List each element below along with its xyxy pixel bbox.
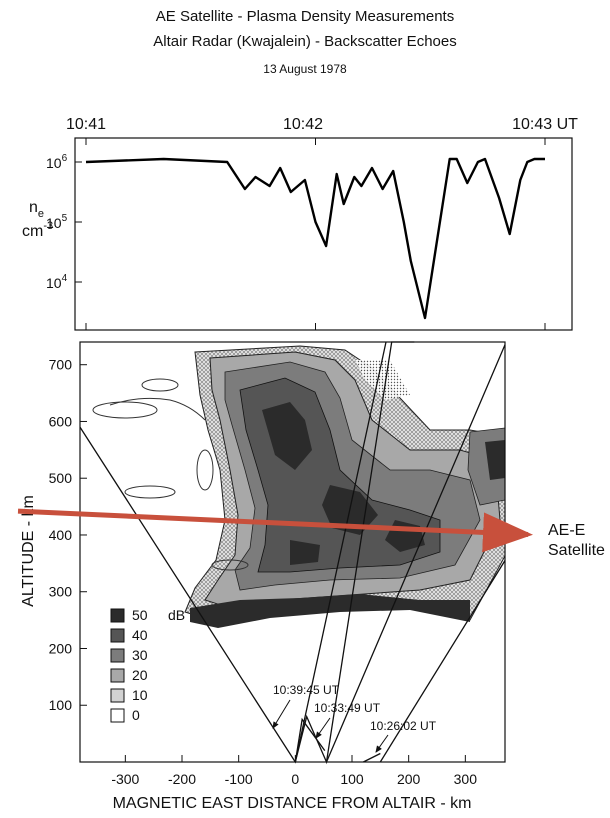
legend-swatch [110, 668, 125, 683]
legend-label: 0 [132, 707, 140, 723]
echo-lower-edge [190, 594, 470, 628]
radar-scan-line [294, 717, 326, 763]
density-tick-marks [75, 138, 546, 330]
radar-y-tick-label: 400 [49, 527, 73, 543]
echo-contour-50db [290, 540, 320, 565]
time-tick-labels: 10:41 10:42 10:43 UT [66, 116, 578, 133]
radar-x-tick-label: 100 [340, 771, 364, 787]
chart-subtitle: Altair Radar (Kwajalein) - Backscatter E… [153, 33, 457, 50]
chart-date: 13 August 1978 [263, 62, 347, 76]
density-y-label: ne cm-3 [22, 199, 53, 240]
legend-label: 40 [132, 627, 148, 643]
scan-label-102602: 10:26:02 UT [370, 719, 437, 733]
ylabel-n: n [29, 199, 38, 216]
satellite-label-line1: AE-E [548, 522, 585, 539]
echo-faint-contours [92, 378, 249, 571]
density-y-tick-label: 106 [46, 153, 68, 171]
radar-y-tick-label: 300 [49, 584, 73, 600]
legend-swatch [110, 628, 125, 643]
legend-label: 50 [132, 607, 148, 623]
echo-contour-right-core [485, 440, 505, 480]
scan-label-103349: 10:33:49 UT [314, 701, 381, 715]
legend-swatch [110, 648, 125, 663]
legend-label: 30 [132, 647, 148, 663]
density-panel: 10:41 10:42 10:43 UT 106 105 104 ne cm-3 [22, 116, 578, 331]
legend-label: 10 [132, 687, 148, 703]
legend-swatch [110, 608, 125, 623]
legend-unit: dB [168, 607, 185, 623]
satellite-track-arrow [17, 508, 533, 553]
scan-label-103945: 10:39:45 UT [273, 683, 340, 697]
radar-scan-line [363, 752, 381, 763]
radar-y-tick-label: 100 [49, 697, 73, 713]
radar-tick-marks [80, 364, 466, 762]
radar-y-tick-label: 600 [49, 413, 73, 429]
radar-x-tick-labels: -300 -200 -100 0 100 200 300 [111, 771, 477, 787]
legend-label: 20 [132, 667, 148, 683]
legend-swatch [110, 708, 125, 723]
radar-scan-line [325, 344, 506, 763]
radar-x-tick-label: -100 [225, 771, 253, 787]
radar-x-tick-label: 300 [454, 771, 478, 787]
radar-scan-lines [79, 341, 506, 765]
radar-x-tick-label: -300 [111, 771, 139, 787]
radar-y-tick-label: 200 [49, 640, 73, 656]
time-tick-label: 10:43 UT [512, 116, 578, 133]
radar-y-tick-labels: 100 200 300 400 500 600 700 [49, 357, 73, 714]
radar-echo-map [92, 345, 505, 628]
radar-y-tick-label: 700 [49, 357, 73, 373]
time-tick-label: 10:42 [283, 116, 323, 133]
chart-title: AE Satellite - Plasma Density Measuremen… [155, 8, 455, 25]
time-tick-label: 10:41 [66, 116, 106, 133]
radar-panel: -300 -200 -100 0 100 200 300 10020030040050060… [17, 341, 605, 812]
scan-time-labels: 10:39:45 UT 10:33:49 UT 10:26:02 UT [272, 683, 437, 753]
ylabel-exponent: -3 [43, 220, 53, 232]
density-frame [74, 137, 573, 331]
radar-x-axis-label: MAGNETIC EAST DISTANCE FROM ALTAIR - km [113, 795, 472, 812]
db-legend: 50 dB 40 30 20 10 0 [110, 607, 185, 723]
radar-scan-line [294, 341, 387, 763]
svg-text:ne: ne [29, 199, 44, 220]
density-y-tick-label: 104 [46, 273, 68, 291]
ylabel-subscript: e [38, 208, 44, 220]
legend-swatch [110, 688, 125, 703]
radar-y-axis-label: ALTITUDE - km [20, 495, 37, 607]
radar-x-tick-label: -200 [168, 771, 196, 787]
ylabel-unit: cm [22, 223, 43, 240]
density-series-line [85, 157, 545, 320]
density-y-tick-label: 105 [46, 213, 68, 231]
radar-scan-line [379, 560, 506, 763]
radar-x-tick-label: 200 [397, 771, 421, 787]
radar-x-tick-label: 0 [291, 771, 299, 787]
echo-contour-50db [262, 402, 312, 470]
svg-text:cm-3: cm-3 [22, 220, 53, 240]
radar-y-tick-label: 500 [49, 470, 73, 486]
density-y-tick-labels: 106 105 104 [46, 153, 68, 291]
echo-speckle [355, 360, 410, 400]
satellite-label-line2: Satellite [548, 542, 605, 559]
